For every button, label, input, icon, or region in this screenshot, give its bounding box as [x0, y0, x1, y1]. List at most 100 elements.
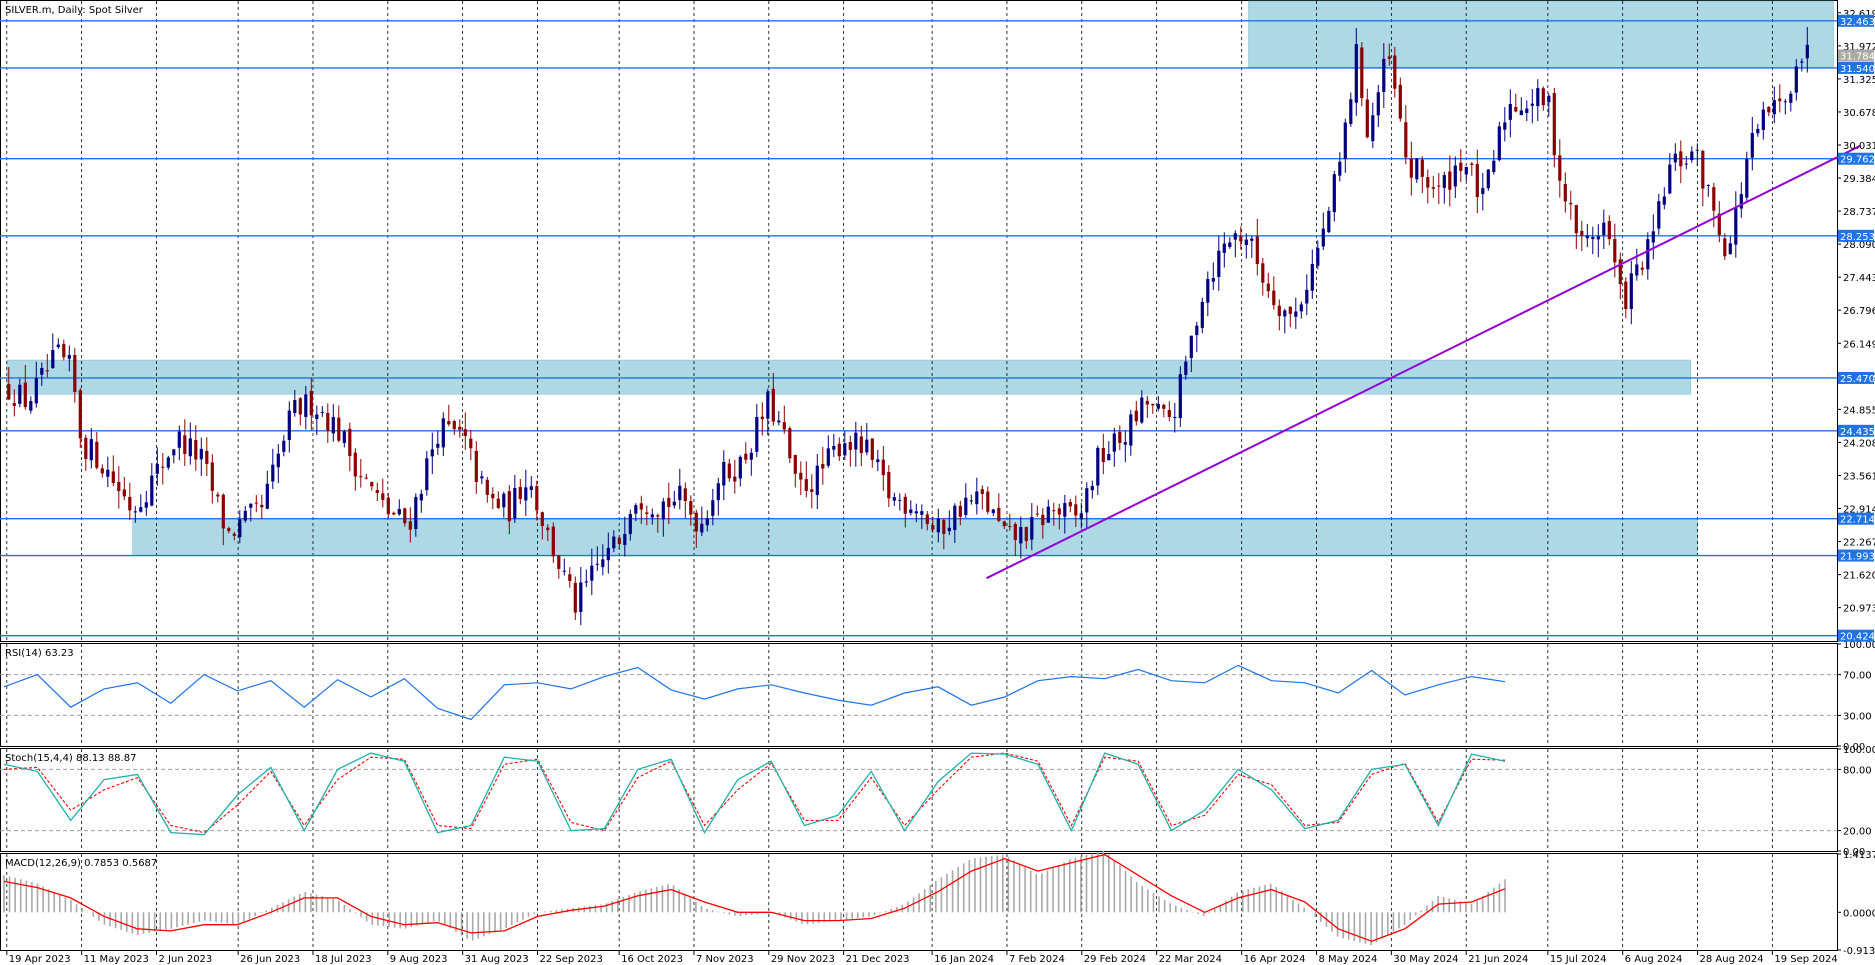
bear-candle — [1640, 267, 1644, 270]
bull-candle — [89, 439, 93, 461]
bear-candle — [1437, 185, 1441, 187]
bear-candle — [73, 354, 77, 392]
bear-candle — [485, 479, 489, 495]
level-price-tag-bg — [1838, 14, 1874, 27]
zone-1 — [6, 359, 1691, 395]
bear-candle — [403, 508, 407, 524]
bull-candle — [601, 559, 605, 568]
bull-candle — [1140, 397, 1144, 423]
bull-candle — [1046, 506, 1050, 523]
bull-candle — [1492, 160, 1496, 173]
bear-candle — [1118, 431, 1122, 443]
bull-candle — [843, 443, 847, 456]
bull-candle — [1090, 486, 1094, 491]
bull-candle — [595, 563, 599, 565]
bull-candle — [1332, 174, 1336, 213]
date-tick-label: 16 Apr 2024 — [1244, 954, 1306, 965]
pane-frames — [0, 0, 1838, 951]
bull-candle — [1695, 149, 1699, 151]
trendline-layer — [986, 144, 1862, 580]
bull-candle — [18, 384, 22, 404]
bear-candle — [1255, 236, 1259, 264]
bear-candle — [1723, 238, 1727, 257]
bull-candle — [304, 394, 308, 418]
bear-candle — [7, 384, 11, 400]
bull-candle — [51, 349, 55, 369]
bull-candle — [1233, 233, 1237, 240]
bull-candle — [1783, 101, 1787, 103]
stoch-main-line — [3, 752, 1506, 836]
bear-candle — [111, 471, 115, 484]
price-tick-label: 24.855 — [1843, 405, 1875, 416]
bull-candle — [1668, 164, 1672, 194]
bear-candle — [1607, 221, 1611, 240]
main-pane-frame — [0, 0, 1838, 642]
bull-candle — [876, 459, 880, 463]
bull-candle — [1415, 158, 1419, 180]
bear-candle — [870, 438, 874, 460]
bear-candle — [1431, 187, 1435, 189]
bull-candle — [1354, 44, 1358, 103]
bear-candle — [689, 501, 693, 515]
bull-candle — [276, 453, 280, 468]
bear-candle — [260, 504, 264, 508]
level-price-tag-bg — [1838, 229, 1874, 242]
bear-candle — [1288, 306, 1292, 314]
bear-candle — [1387, 56, 1391, 59]
price-tick-label: 26.149 — [1843, 339, 1875, 350]
bull-candle — [1327, 210, 1331, 233]
level-price-tag: 24.435 — [1840, 427, 1875, 438]
bear-candle — [1024, 526, 1028, 542]
price-tick-label: 21.620 — [1843, 571, 1875, 582]
bull-candle — [172, 449, 176, 456]
price-tick-label: 30.031 — [1843, 141, 1875, 152]
bull-candle — [342, 431, 346, 444]
bear-candle — [1459, 162, 1463, 171]
bull-candle — [1591, 237, 1595, 240]
bear-candle — [469, 438, 473, 449]
bull-candle — [1536, 88, 1540, 107]
bull-candle — [1503, 122, 1507, 130]
bear-candle — [639, 503, 643, 510]
rsi-line — [3, 664, 1506, 721]
price-tick-label: 31.972 — [1843, 42, 1875, 53]
bear-candle — [1426, 177, 1430, 188]
bear-candle — [1266, 283, 1270, 292]
bear-candle — [348, 428, 352, 457]
bear-candle — [1261, 263, 1265, 283]
bull-candle — [623, 533, 627, 545]
bear-candle — [573, 582, 577, 613]
date-tick-label: 9 Aug 2023 — [390, 954, 448, 965]
bull-candle — [1690, 151, 1694, 161]
macd-title: MACD(12,26,9) 0.7853 0.5687 — [5, 858, 157, 869]
bull-candle — [1525, 108, 1529, 114]
bull-candle — [1585, 235, 1589, 239]
bull-candle — [711, 500, 715, 516]
bull-candle — [1789, 93, 1793, 103]
bull-candle — [579, 582, 583, 612]
macd-tick-label: -0.9136 — [1843, 946, 1875, 957]
bull-candle — [1750, 132, 1754, 158]
bull-candle — [1305, 289, 1309, 304]
bull-candle — [177, 431, 181, 448]
bear-candle — [557, 555, 561, 569]
date-tick-label: 21 Dec 2023 — [846, 954, 910, 965]
support-resistance-zones — [6, 0, 1834, 556]
bull-candle — [1112, 433, 1116, 452]
main-chart-title: SILVER.m, Daily: Spot Silver — [5, 5, 144, 16]
bull-candle — [854, 432, 858, 450]
bear-candle — [12, 402, 16, 406]
bull-candle — [1805, 44, 1809, 59]
bull-candle — [1310, 263, 1314, 291]
bull-candle — [271, 464, 275, 482]
bear-candle — [1277, 305, 1281, 316]
date-tick-label: 19 Apr 2023 — [9, 954, 71, 965]
bear-candle — [788, 428, 792, 459]
bear-candle — [232, 533, 236, 536]
bull-candle — [1316, 248, 1320, 266]
bear-candle — [23, 382, 27, 408]
bear-candle — [859, 436, 863, 454]
stoch-tick-label: 0.00 — [1843, 847, 1865, 858]
bull-candle — [1244, 239, 1248, 246]
bull-candle — [562, 570, 566, 572]
